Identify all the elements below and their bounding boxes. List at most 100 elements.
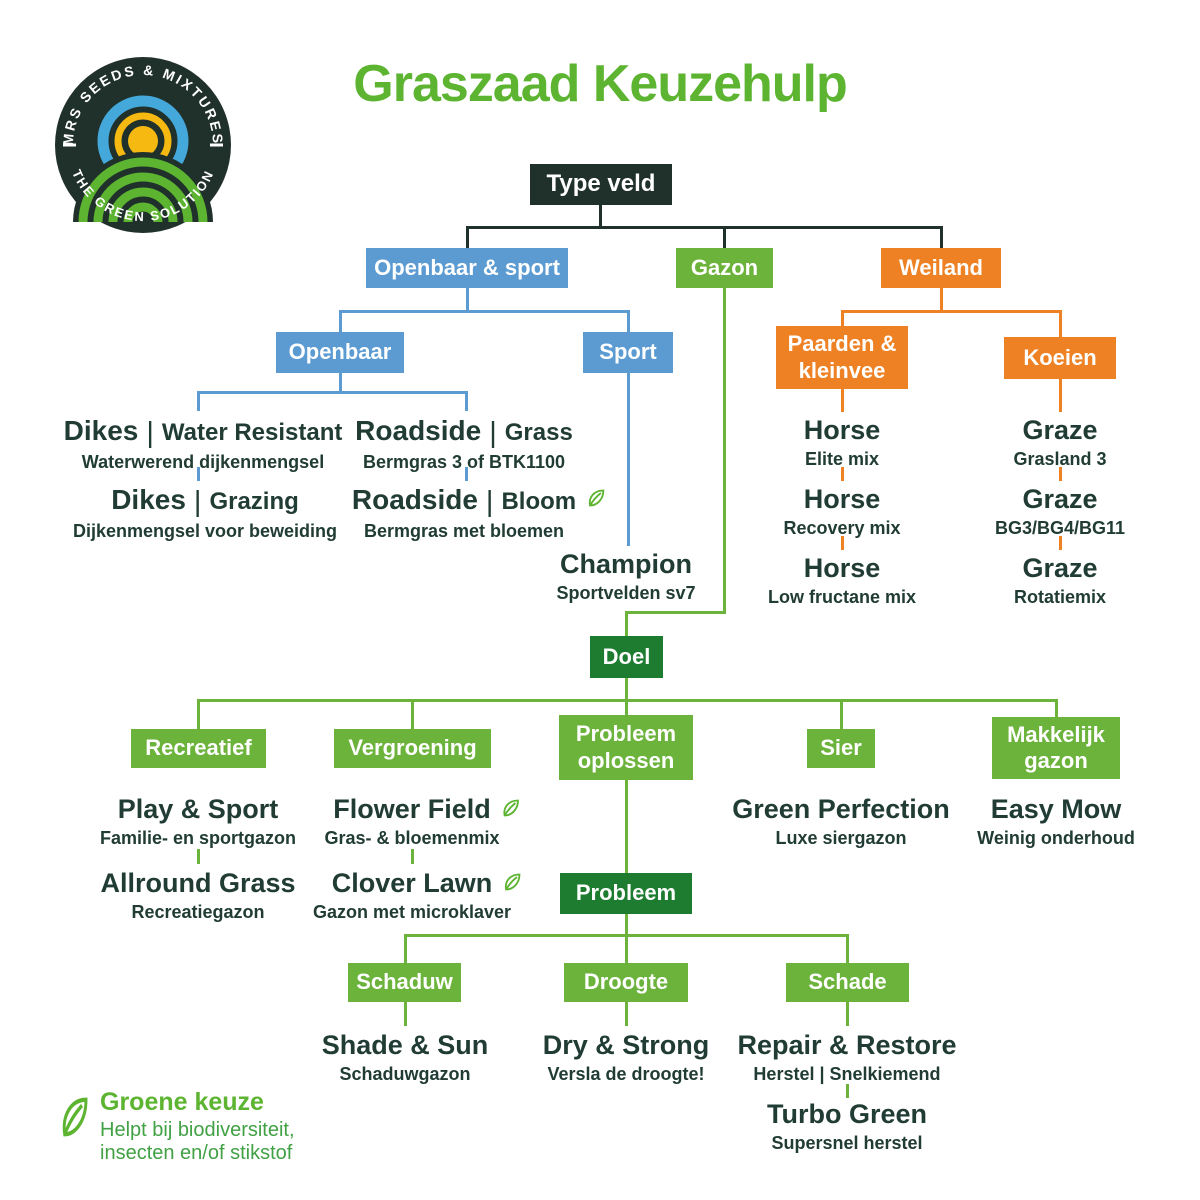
node-koeien: Koeien	[1004, 337, 1116, 379]
connector	[197, 391, 200, 411]
connector	[846, 1002, 849, 1026]
connector	[625, 1002, 628, 1026]
node-gazon: Gazon	[676, 248, 773, 288]
connector	[404, 934, 407, 963]
connector	[723, 288, 726, 614]
connector	[1059, 536, 1062, 550]
product-subtitle: Grasland 3	[1013, 449, 1107, 470]
product-subtitle: Low fructane mix	[767, 587, 917, 608]
connector	[625, 699, 628, 716]
product-graze-grasland: Graze Grasland 3	[1013, 415, 1107, 470]
connector	[599, 204, 602, 229]
product-horse-elite: Horse Elite mix	[803, 415, 881, 470]
connector	[466, 288, 469, 313]
logo-sun-and-field-icon	[73, 95, 213, 223]
product-turbo-green: Turbo Green Supersnel herstel	[766, 1099, 928, 1154]
product-subtitle: Waterwerend dijkenmengsel	[81, 451, 325, 472]
product-horse-recovery: Horse Recovery mix	[783, 484, 901, 539]
connector	[197, 391, 468, 394]
product-graze-bg: Graze BG3/BG4/BG11	[994, 484, 1126, 539]
connector	[466, 226, 469, 250]
product-repair-restore: Repair & Restore Herstel | Snelkiemend	[737, 1030, 957, 1085]
node-vergroening: Vergroening	[334, 729, 491, 768]
legend-line: insecten en/of stikstof	[100, 1142, 293, 1164]
product-champion: Champion Sportvelden sv7	[556, 549, 696, 604]
connector	[625, 611, 628, 636]
product-horse-low-fructane: Horse Low fructane mix	[767, 553, 917, 608]
logo-right-tick	[210, 143, 223, 147]
green-choice-leaf-icon	[501, 794, 521, 826]
product-allround-grass: Allround Grass Recreatiegazon	[100, 868, 296, 923]
node-openbaar: Openbaar	[276, 332, 404, 373]
node-droogte: Droogte	[564, 963, 688, 1002]
connector	[197, 467, 200, 481]
product-subtitle: Gazon met microklaver	[312, 902, 512, 923]
node-weiland: Weiland	[881, 248, 1001, 288]
node-makkelijk-gazon: Makkelijk gazon	[992, 717, 1120, 779]
node-paarden-kleinvee: Paarden & kleinvee	[776, 326, 908, 389]
node-sport: Sport	[583, 332, 673, 373]
connector	[339, 310, 630, 313]
node-probleem-oplossen: Probleem oplossen	[559, 715, 693, 780]
green-choice-leaf-icon	[502, 868, 522, 900]
connector	[197, 699, 200, 730]
green-choice-leaf-icon	[62, 1097, 88, 1137]
connector	[1059, 467, 1062, 481]
connector	[1059, 379, 1062, 412]
product-subtitle: Bermgras 3 of BTK1100	[362, 451, 566, 472]
product-subtitle: Gras- & bloemenmix	[324, 828, 500, 849]
connector	[627, 373, 630, 546]
logo-left-tick	[63, 143, 76, 147]
connector	[846, 1084, 849, 1098]
product-graze-rotatiemix: Graze Rotatiemix	[1013, 553, 1107, 608]
connector	[411, 849, 414, 864]
connector	[625, 678, 628, 702]
product-dikes-grazing: Dikes | Grazing Dijkenmengsel voor beweidi…	[72, 484, 338, 541]
connector	[1059, 310, 1062, 339]
node-schade: Schade	[786, 963, 909, 1002]
brand-logo: MRS SEEDS & MIXTURES THE GREEN SOLUTION	[55, 57, 231, 233]
node-schaduw: Schaduw	[348, 963, 461, 1002]
connector	[411, 699, 414, 730]
connector	[465, 467, 468, 481]
connector	[940, 226, 943, 250]
legend-title: Groene keuze	[100, 1088, 264, 1116]
product-subtitle: Recreatiegazon	[131, 902, 265, 923]
node-openbaar-sport: Openbaar & sport	[366, 248, 568, 288]
product-roadside-grass: Roadside | Grass Bermgras 3 of BTK1100	[355, 415, 573, 472]
connector	[841, 310, 844, 328]
green-choice-leaf-icon	[586, 484, 606, 516]
product-subtitle: BG3/BG4/BG11	[994, 518, 1126, 539]
product-subtitle: Weinig onderhoud	[977, 828, 1135, 849]
product-dikes-water-resistant: Dikes | Water Resistant Waterwerend dijken…	[63, 415, 343, 472]
connector	[841, 536, 844, 550]
product-subtitle: Herstel | Snelkiemend	[753, 1064, 941, 1085]
product-subtitle: Versla de droogte!	[547, 1064, 705, 1085]
product-play-sport: Play & Sport Familie- en sportgazon	[99, 794, 297, 849]
page-title: Graszaad Keuzehulp	[353, 55, 847, 113]
connector	[339, 310, 342, 333]
product-subtitle: Dijkenmengsel voor beweiding	[72, 520, 338, 541]
connector	[1055, 699, 1058, 718]
connector	[940, 288, 943, 313]
connector	[723, 226, 726, 250]
product-subtitle: Supersnel herstel	[771, 1133, 923, 1154]
product-subtitle: Rotatiemix	[1013, 587, 1107, 608]
connector	[197, 849, 200, 864]
product-subtitle: Sportvelden sv7	[556, 583, 696, 604]
connector	[841, 389, 844, 412]
product-subtitle: Elite mix	[804, 449, 880, 470]
product-shade-sun: Shade & Sun Schaduwgazon	[321, 1030, 489, 1085]
product-subtitle: Familie- en sportgazon	[99, 828, 297, 849]
connector	[339, 373, 342, 394]
connector	[466, 226, 943, 229]
connector	[625, 780, 628, 874]
connector	[625, 611, 726, 614]
connector	[840, 699, 843, 730]
connector	[846, 934, 849, 963]
product-green-perfection: Green Perfection Luxe siergazon	[732, 794, 950, 849]
product-easy-mow: Easy Mow Weinig onderhoud	[977, 794, 1135, 849]
product-subtitle: Recovery mix	[783, 518, 901, 539]
product-subtitle: Luxe siergazon	[775, 828, 907, 849]
